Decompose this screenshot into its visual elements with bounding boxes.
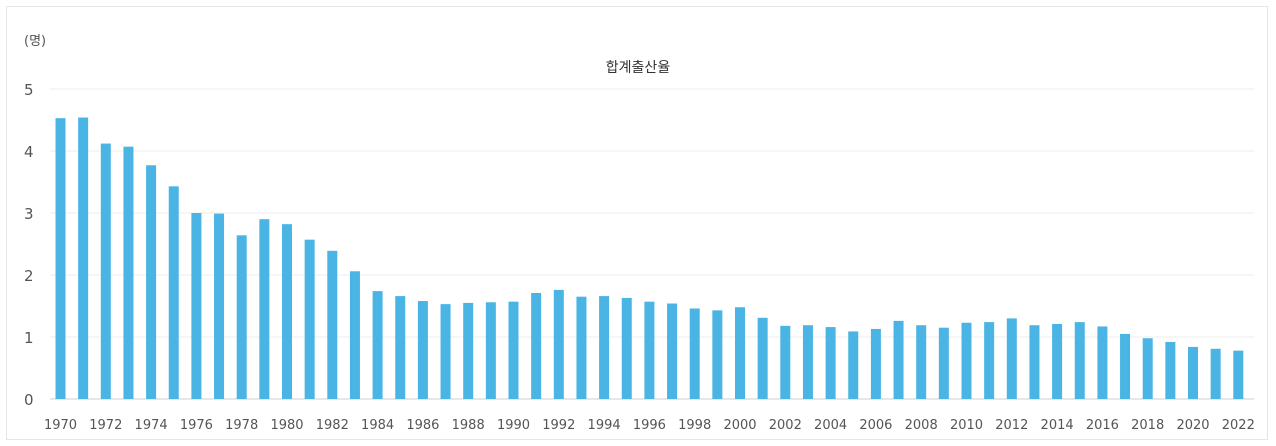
bar-2012 [1006,318,1017,399]
y-tick-label: 0 [24,391,34,409]
bar-2005 [848,331,859,399]
bar-2008 [916,325,927,399]
x-tick-label: 1984 [361,418,394,433]
bar-2013 [1029,325,1040,399]
x-tick-label: 2014 [1041,418,1074,433]
x-tick-label: 1972 [89,418,122,433]
bar-1996 [644,301,655,399]
bar-1973 [123,146,134,399]
bar-1975 [168,186,179,399]
bar-2001 [757,317,768,399]
x-tick-label: 1974 [135,418,168,433]
bar-2009 [938,327,949,399]
bar-2004 [825,327,836,399]
y-axis: 0 1 2 3 4 5 [24,81,34,409]
y-tick-label: 1 [24,329,34,347]
x-tick-label: 1986 [406,418,439,433]
bars [55,117,1244,400]
bar-1998 [689,308,700,399]
bar-1983 [349,271,360,399]
x-tick-label: 1998 [678,418,711,433]
bar-2014 [1052,323,1063,399]
bar-1987 [440,304,451,399]
bar-1978 [236,235,247,399]
bar-1995 [621,297,632,399]
bar-2017 [1120,333,1131,399]
bar-1999 [712,310,723,399]
x-tick-label: 2000 [723,418,756,433]
bar-1991 [531,292,542,399]
x-tick-label: 2022 [1222,418,1255,433]
x-tick-label: 2008 [905,418,938,433]
bar-1980 [282,224,292,399]
bar-1988 [463,302,474,399]
x-tick-label: 2018 [1131,418,1164,433]
x-tick-label: 2006 [859,418,892,433]
x-tick-label: 1978 [225,418,258,433]
chart-frame [6,6,1268,440]
x-tick-label: 1970 [44,418,77,433]
y-tick-label: 5 [24,81,34,99]
x-tick-label: 1990 [497,418,530,433]
bar-1976 [191,213,202,399]
bar-1993 [576,296,587,399]
bar-2016 [1097,326,1108,399]
x-tick-label: 2002 [769,418,802,433]
x-tick-label: 1992 [542,418,575,433]
chart-title: 합계출산율 [605,60,671,76]
bar-2020 [1188,346,1198,399]
bar-2021 [1210,348,1221,399]
bar-2010 [961,322,972,399]
bar-2015 [1074,322,1085,399]
bar-1984 [372,291,383,399]
bar-1990 [508,301,519,399]
x-tick-label: 1982 [316,418,349,433]
bar-2007 [893,320,904,399]
bar-2022 [1233,350,1244,399]
bar-1994 [599,296,610,399]
bar-1970 [55,118,66,399]
x-tick-label: 1976 [180,418,213,433]
bar-1982 [327,250,338,399]
x-tick-label: 1994 [588,418,621,433]
y-tick-label: 3 [24,205,34,223]
bar-1985 [395,296,406,399]
x-tick-label: 2010 [950,418,983,433]
bar-1997 [667,303,678,399]
bar-2000 [735,307,745,399]
bar-1986 [417,301,428,399]
bar-1979 [259,219,270,399]
x-tick-label: 1996 [633,418,666,433]
bar-2002 [780,325,791,399]
y-tick-label: 2 [24,267,34,285]
y-tick-label: 4 [24,143,34,161]
bar-2006 [870,328,881,399]
y-unit-label: (명) [24,34,47,49]
x-tick-label: 1980 [270,418,303,433]
bar-1992 [553,289,564,399]
bar-2011 [984,322,995,399]
bar-2018 [1142,338,1153,399]
x-tick-label: 2016 [1086,418,1119,433]
bar-1972 [100,143,111,399]
x-tick-label: 1988 [452,418,485,433]
x-tick-label: 2004 [814,418,847,433]
bar-1981 [304,239,315,399]
bar-2019 [1165,341,1176,399]
bar-1971 [78,117,89,400]
bar-1989 [485,302,496,399]
bar-1977 [214,213,225,399]
bar-2003 [802,325,813,399]
x-tick-label: 2012 [995,418,1028,433]
x-axis: 1970 1972 1974 1976 1978 1980 1982 1984 1986 1988… [44,418,1255,433]
bar-1974 [146,165,157,399]
x-tick-label: 2020 [1176,418,1209,433]
